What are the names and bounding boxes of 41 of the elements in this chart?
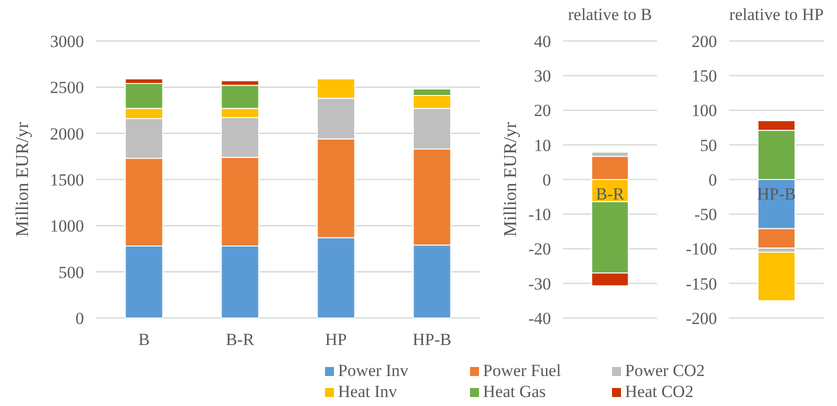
y-tick-label: 500 xyxy=(58,262,84,282)
y-tick-label: 3000 xyxy=(50,32,84,51)
y-tick-label: 200 xyxy=(692,32,717,51)
y-tick-label: 1000 xyxy=(50,216,84,236)
y-tick-label: 2500 xyxy=(50,78,84,98)
y-axis-title: Million EUR/yr xyxy=(500,122,520,237)
y-axis-title: Million EUR/yr xyxy=(12,122,32,237)
legend-label: Heat Gas xyxy=(483,382,546,401)
legend-label: Power CO2 xyxy=(625,361,705,380)
y-tick-label: 20 xyxy=(534,101,551,120)
y-tick-label: 10 xyxy=(534,136,551,155)
x-tick-label: HP-B xyxy=(412,330,452,349)
y-tick-label: -30 xyxy=(528,274,551,294)
y-tick-label: -150 xyxy=(686,274,717,294)
legend-label: Heat CO2 xyxy=(625,382,694,401)
legend-label: Heat Inv xyxy=(338,382,398,401)
y-tick-label: -50 xyxy=(694,205,717,224)
y-tick-label: 1500 xyxy=(50,170,84,190)
y-tick-label: 40 xyxy=(534,32,551,51)
y-tick-label: 0 xyxy=(542,170,551,190)
y-tick-label: 150 xyxy=(692,66,717,86)
y-tick-label: -200 xyxy=(686,308,717,328)
y-tick-label: -100 xyxy=(686,240,717,259)
chart-title: relative to B xyxy=(568,5,652,24)
y-tick-label: 2000 xyxy=(50,124,84,144)
y-tick-label: 30 xyxy=(534,66,551,86)
x-tick-label: B-R xyxy=(226,330,255,349)
chart-title: relative to HP xyxy=(729,5,824,24)
x-tick-label: B-R xyxy=(596,184,625,204)
x-tick-label: HP xyxy=(325,330,347,349)
y-tick-label: 50 xyxy=(700,136,717,155)
y-tick-label: 100 xyxy=(692,101,717,120)
y-tick-label: -40 xyxy=(528,308,551,328)
legend-label: Power Inv xyxy=(338,361,409,380)
y-tick-label: 0 xyxy=(76,308,84,328)
y-tick-label: 0 xyxy=(708,170,717,190)
bar xyxy=(757,252,796,302)
legend-label: Power Fuel xyxy=(483,361,562,380)
x-tick-label: B xyxy=(138,330,150,349)
y-tick-label: -20 xyxy=(528,240,551,259)
y-tick-label: -10 xyxy=(528,205,551,224)
